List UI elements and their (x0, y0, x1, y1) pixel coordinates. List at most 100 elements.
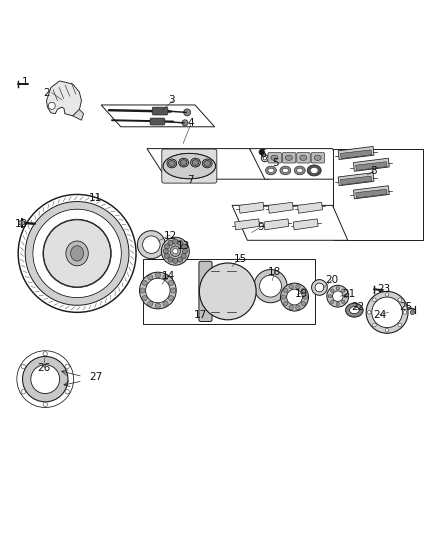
Circle shape (260, 275, 282, 297)
Ellipse shape (294, 166, 305, 175)
Ellipse shape (191, 158, 200, 167)
Circle shape (43, 402, 47, 407)
Circle shape (148, 274, 153, 280)
Text: 7: 7 (187, 175, 194, 185)
Ellipse shape (280, 166, 291, 175)
Ellipse shape (169, 160, 175, 166)
Circle shape (99, 249, 107, 258)
Ellipse shape (191, 158, 200, 167)
Circle shape (177, 257, 183, 262)
Circle shape (330, 289, 334, 293)
Ellipse shape (167, 159, 177, 168)
Circle shape (342, 289, 345, 293)
Circle shape (332, 291, 343, 302)
Circle shape (216, 268, 223, 274)
Circle shape (148, 301, 153, 306)
Polygon shape (264, 219, 289, 230)
Circle shape (164, 253, 170, 259)
Circle shape (33, 210, 121, 297)
Circle shape (173, 258, 178, 263)
Circle shape (43, 219, 111, 288)
Polygon shape (235, 219, 260, 230)
Circle shape (142, 295, 147, 301)
Circle shape (33, 209, 121, 297)
Circle shape (199, 263, 256, 320)
Ellipse shape (66, 241, 88, 266)
Text: 24: 24 (373, 310, 386, 320)
Circle shape (366, 292, 408, 333)
Circle shape (244, 279, 251, 287)
Ellipse shape (350, 306, 359, 313)
Circle shape (173, 248, 178, 254)
Circle shape (170, 246, 180, 256)
Polygon shape (19, 220, 25, 225)
Circle shape (73, 223, 81, 232)
Circle shape (296, 285, 300, 289)
Circle shape (43, 220, 111, 287)
Circle shape (398, 298, 402, 302)
Polygon shape (353, 158, 389, 171)
FancyBboxPatch shape (283, 152, 296, 163)
Polygon shape (143, 259, 315, 324)
Circle shape (43, 352, 47, 356)
Text: 11: 11 (89, 192, 102, 203)
Text: 18: 18 (268, 266, 282, 277)
Text: 9: 9 (257, 222, 264, 232)
Ellipse shape (297, 168, 303, 173)
FancyBboxPatch shape (150, 118, 165, 125)
Ellipse shape (202, 159, 212, 168)
Circle shape (169, 280, 174, 286)
Circle shape (168, 257, 173, 262)
Circle shape (168, 240, 173, 246)
Circle shape (336, 302, 339, 306)
Circle shape (330, 300, 334, 303)
Circle shape (287, 289, 302, 305)
Polygon shape (356, 161, 387, 171)
Polygon shape (340, 176, 372, 185)
Circle shape (259, 149, 265, 155)
Circle shape (143, 236, 160, 253)
Circle shape (146, 278, 170, 303)
Circle shape (91, 231, 100, 239)
Circle shape (70, 246, 84, 261)
Ellipse shape (192, 160, 199, 165)
Text: 15: 15 (233, 254, 247, 264)
Circle shape (21, 390, 25, 394)
Circle shape (163, 248, 168, 254)
Polygon shape (232, 205, 348, 240)
Text: 5: 5 (272, 158, 279, 167)
Circle shape (177, 240, 183, 246)
Ellipse shape (179, 158, 188, 167)
Circle shape (223, 286, 233, 297)
Text: 19: 19 (294, 288, 308, 298)
Text: 26: 26 (37, 363, 50, 373)
Ellipse shape (310, 167, 318, 174)
FancyBboxPatch shape (268, 152, 282, 163)
Circle shape (140, 272, 176, 309)
Circle shape (342, 300, 345, 303)
Circle shape (25, 201, 129, 305)
Circle shape (204, 296, 211, 303)
Circle shape (54, 231, 63, 239)
Circle shape (289, 285, 293, 289)
Text: 2: 2 (43, 88, 50, 98)
Polygon shape (338, 173, 374, 185)
Circle shape (173, 239, 178, 244)
Ellipse shape (286, 155, 292, 160)
Ellipse shape (204, 160, 211, 166)
Text: 12: 12 (163, 231, 177, 241)
Text: 6: 6 (259, 149, 266, 159)
Circle shape (161, 237, 189, 265)
Ellipse shape (265, 166, 276, 175)
Circle shape (311, 280, 327, 295)
Circle shape (142, 280, 147, 286)
Circle shape (140, 288, 145, 293)
Circle shape (328, 294, 332, 298)
Polygon shape (147, 149, 269, 179)
Text: 22: 22 (351, 302, 364, 312)
Circle shape (18, 195, 136, 312)
Circle shape (303, 295, 307, 299)
Circle shape (403, 311, 407, 314)
Circle shape (47, 249, 56, 258)
Circle shape (181, 253, 186, 259)
